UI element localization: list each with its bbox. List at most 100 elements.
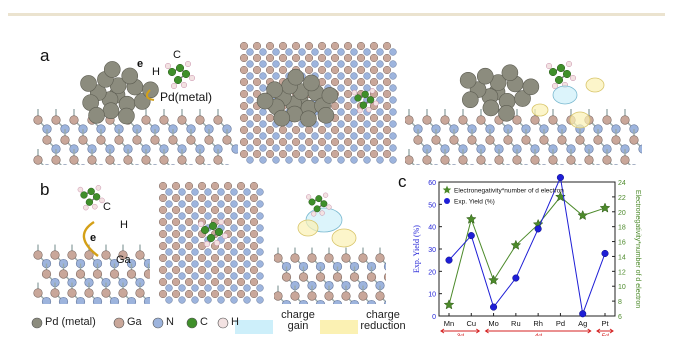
ga-atom [198,266,206,274]
ga-atom [159,194,167,202]
n-atom [364,61,371,68]
n-atom [244,189,251,196]
ga-atom [185,206,193,214]
n-atom [247,73,254,80]
ga-atom [223,136,232,145]
n-atom [247,121,254,128]
n-atom [192,261,199,268]
n-atom [166,189,173,196]
n-atom [338,157,345,164]
ga-atom [250,266,258,274]
ga-atom [198,194,206,202]
ga-atom [344,102,352,110]
ga-atom [292,126,300,134]
n-atom [257,261,264,268]
c-atom [355,95,362,102]
ga-atom [115,136,124,145]
n-atom [351,61,358,68]
right-tick-label: 16 [618,240,626,247]
ga-atom [522,136,531,145]
legend-entry: Exp. Yield (%) [454,199,495,206]
right-tick-label: 24 [618,180,626,187]
ga-atom [172,278,180,286]
ga-atom [594,136,603,145]
ga-atom [318,150,326,158]
n-atom [260,85,267,92]
n-atom [231,285,238,292]
h-atom [185,61,191,67]
ga-atom [468,136,477,145]
legend-pd-label: Pd (metal) [45,316,96,328]
ga-atom [102,289,111,298]
n-atom [218,297,225,304]
c-atom [314,206,320,212]
ga-atom [331,42,339,50]
ga-atom [196,116,205,125]
h-atom [352,90,357,95]
n-atom [312,61,319,68]
pd-atom [477,68,493,84]
ga-atom [318,138,326,146]
panel-a-label: a [40,46,49,66]
series-point-star [600,203,610,212]
n-atom [273,73,280,80]
ga-atom [159,218,167,226]
n-atom [192,237,199,244]
c-atom [174,76,182,84]
ga-atom [159,182,167,190]
n-atom [192,189,199,196]
ga-atom [172,230,180,238]
ga-atom [224,254,232,262]
n-atom [260,157,267,164]
n-atom [244,273,251,280]
panel-a-middle-structure [238,40,398,165]
series-point-circle [513,275,520,282]
n-atom [231,249,238,256]
legend-n-label: N [166,316,174,328]
ga-atom [383,78,391,86]
ga-atom [441,156,450,165]
ga-atom [172,266,180,274]
ga-atom [102,251,111,260]
c-atom [215,228,223,236]
n-atom [244,225,251,232]
ga-atom [477,116,486,125]
h-atom [566,61,572,67]
n-atom [351,145,358,152]
ga-atom [253,150,261,158]
n-atom [179,213,186,220]
right-tick-label: 18 [618,225,626,232]
n-atom [257,201,264,208]
n-atom [364,133,371,140]
ga-atom [279,42,287,50]
h-atom [327,205,332,210]
ga-atom [172,194,180,202]
ga-atom [93,270,102,279]
ga-atom [331,126,339,134]
ga-atom [344,138,352,146]
ga-atom [124,156,133,165]
x-tick-label: Pd [556,319,565,328]
ga-atom [331,102,339,110]
left-tick-label: 0 [432,314,436,321]
panel-b-annotation-c: C [103,201,111,213]
y-axis-label: Exp. Yield (%) [412,225,421,273]
ga-atom [52,116,61,125]
series-point-star [467,214,477,223]
ga-atom [331,138,339,146]
n-atom [377,85,384,92]
ga-atom [240,114,248,122]
ga-atom [185,266,193,274]
n-atom [351,121,358,128]
legend-entry: Electronegativity*number of d electron [454,188,564,195]
ga-atom [359,292,368,301]
c-atom [168,68,176,76]
ga-atom [214,116,223,125]
ga-atom [325,254,334,263]
n-atom [260,133,267,140]
n-atom [286,157,293,164]
n-atom [351,49,358,56]
ga-atom [59,270,68,279]
n-atom [364,121,371,128]
